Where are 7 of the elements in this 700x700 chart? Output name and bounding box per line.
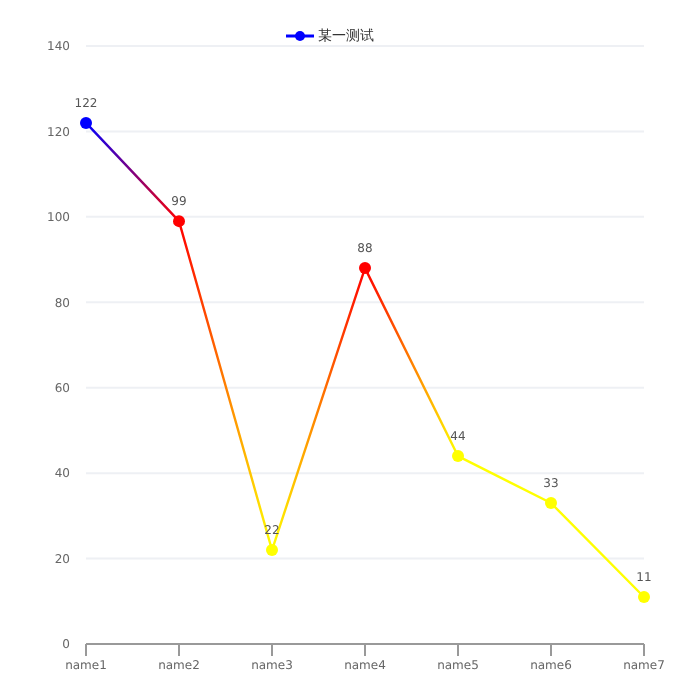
point [266, 544, 278, 557]
point [359, 262, 371, 275]
point [638, 591, 650, 604]
point [80, 116, 92, 129]
point [452, 450, 464, 463]
point [173, 215, 185, 228]
point [545, 497, 557, 510]
